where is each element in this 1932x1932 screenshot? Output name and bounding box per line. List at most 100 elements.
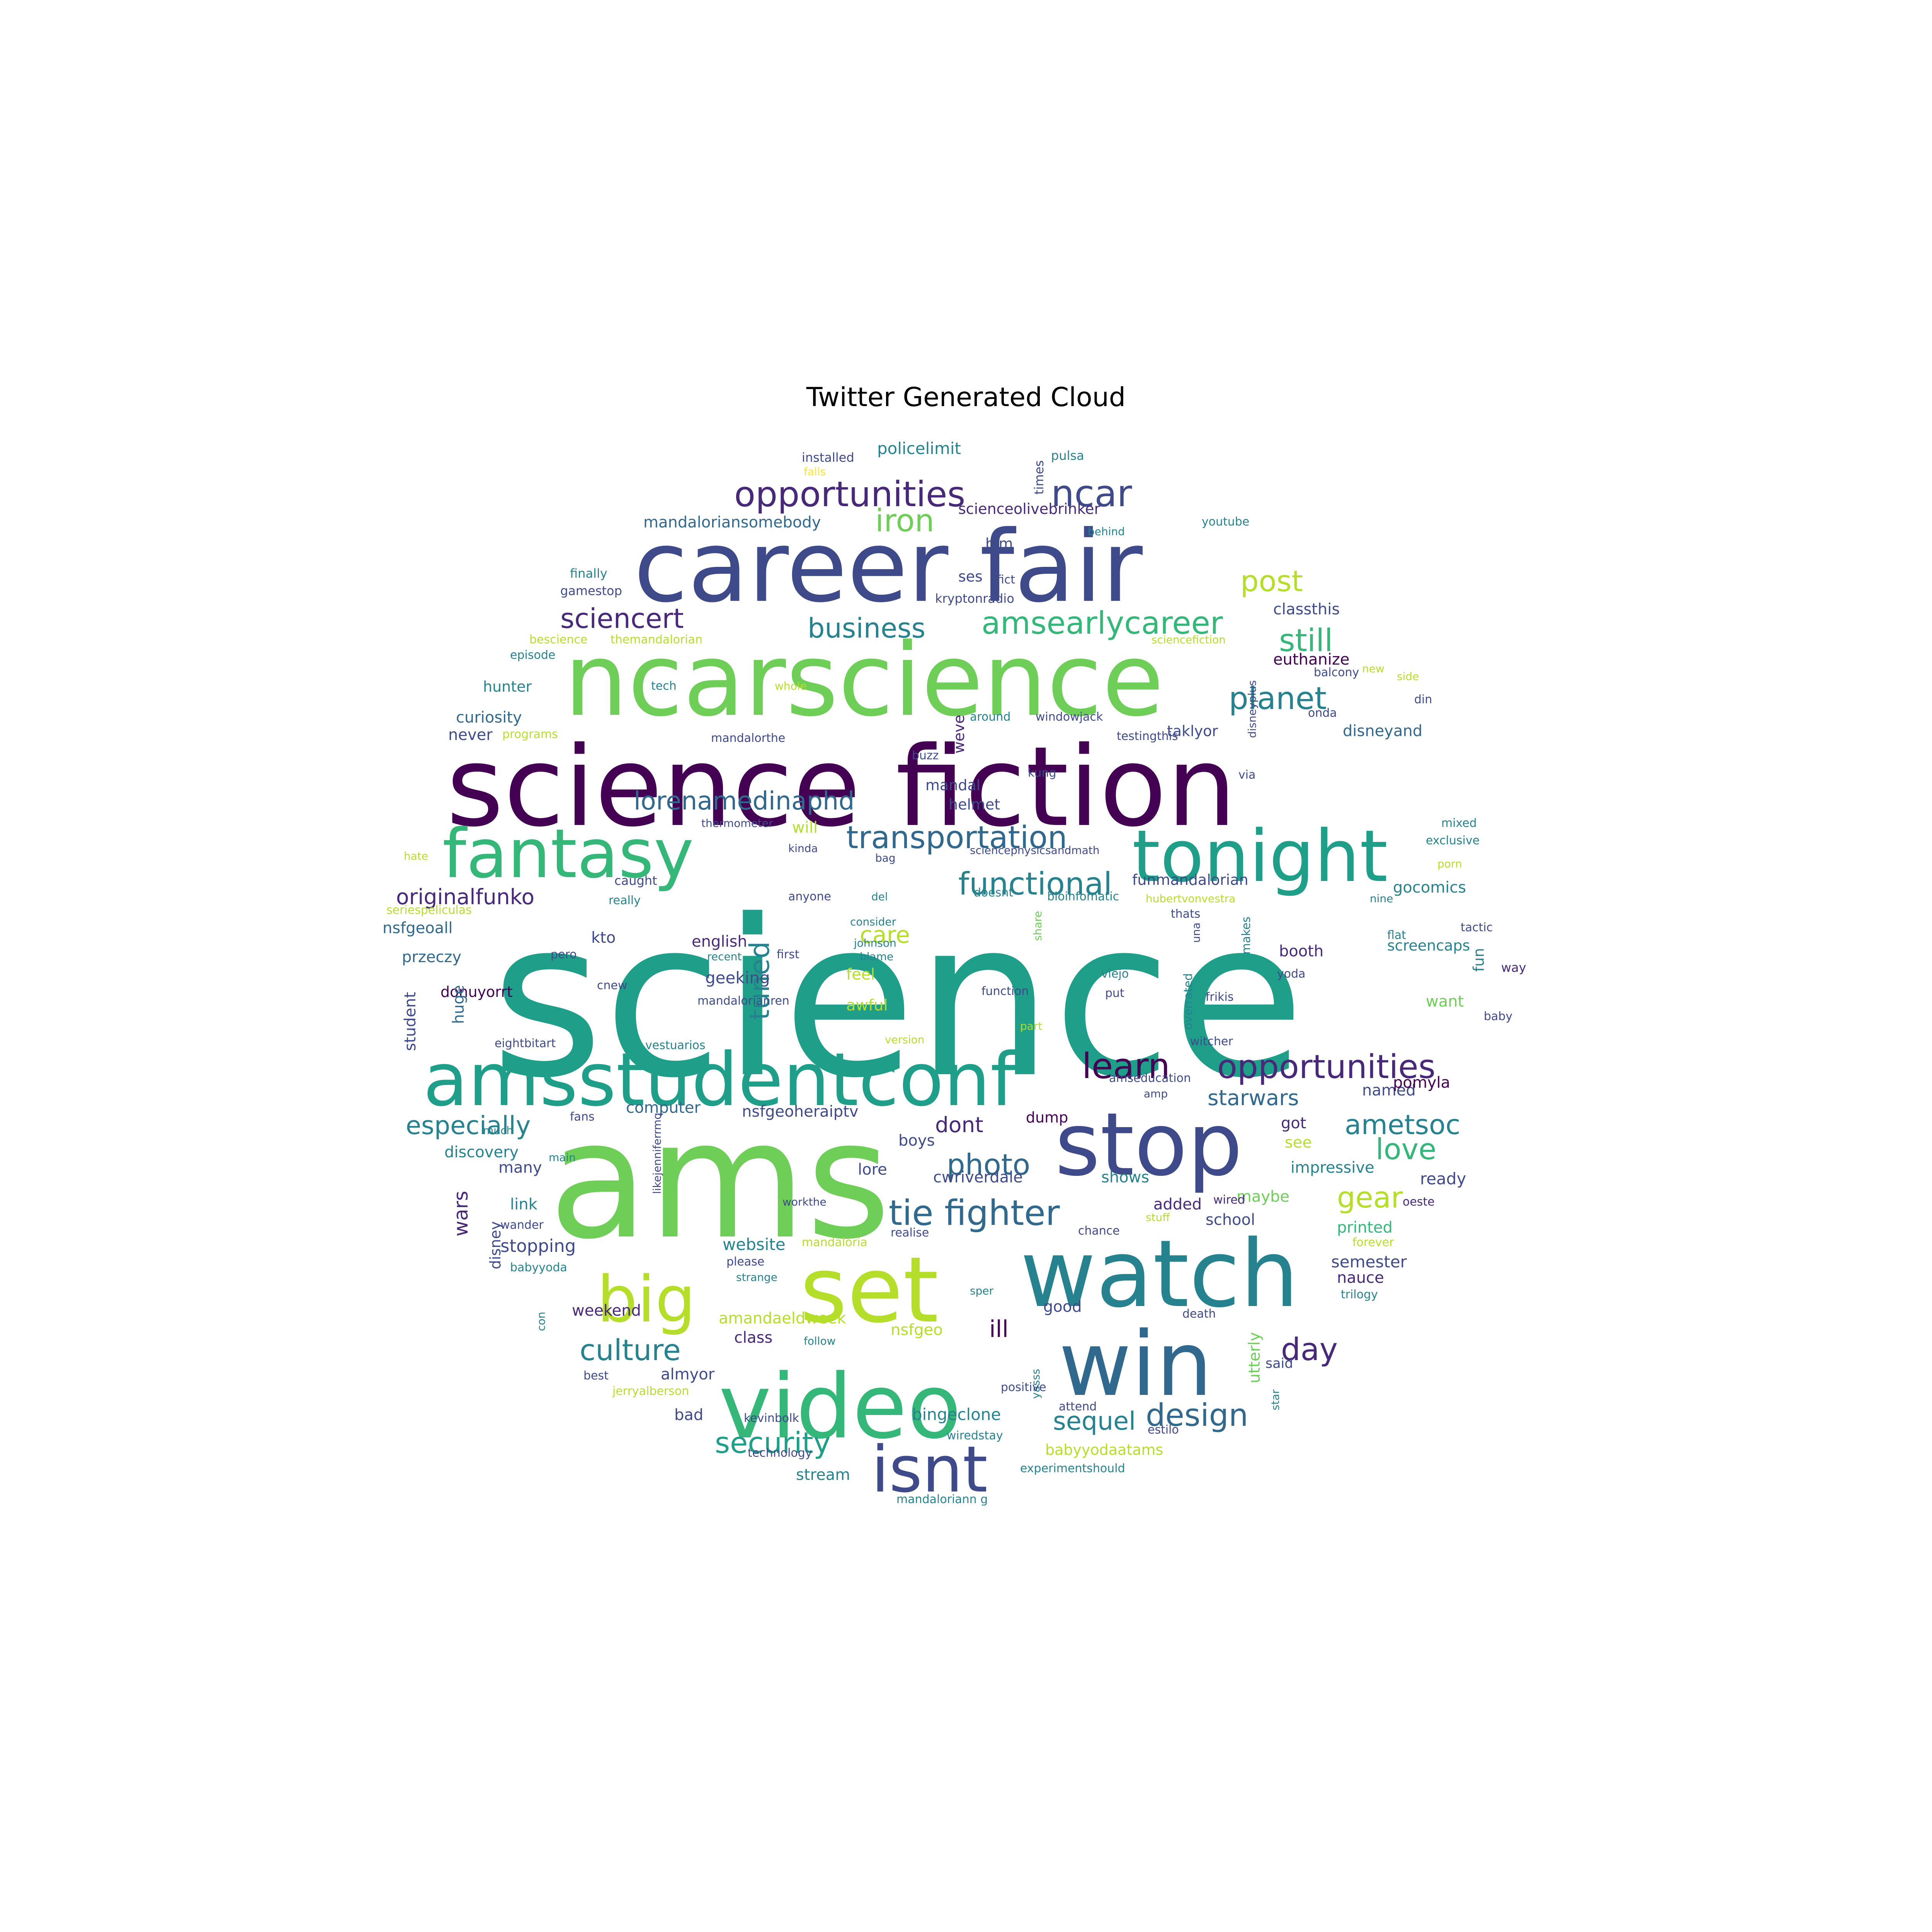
word-178: yoda <box>1277 967 1306 981</box>
word-168: recent <box>707 950 742 963</box>
word-63: gocomics <box>1393 879 1466 896</box>
word-154: del <box>871 890 888 903</box>
word-131: balcony <box>1314 666 1359 679</box>
word-59: will <box>792 819 818 837</box>
word-135: onda <box>1308 706 1337 720</box>
word-160: nine <box>1370 892 1393 905</box>
word-140: programs <box>502 728 558 741</box>
word-28: security <box>715 1426 830 1460</box>
word-127: episode <box>510 648 555 662</box>
word-25: photo <box>947 1148 1030 1182</box>
word-86: dump <box>1026 1109 1068 1126</box>
word-56: never <box>448 726 493 744</box>
word-179: mandalorianren <box>697 994 789 1008</box>
word-134: din <box>1414 693 1432 706</box>
word-206: please <box>726 1255 764 1269</box>
word-214: yasss <box>1029 1369 1042 1399</box>
word-51: ses <box>958 568 983 585</box>
word-85: boys <box>898 1132 935 1150</box>
word-58: helmet <box>949 796 1000 813</box>
word-191: amp <box>1144 1087 1168 1100</box>
word-84: many <box>498 1159 542 1177</box>
word-50: blm <box>985 535 1013 552</box>
word-197: wired <box>1213 1193 1245 1207</box>
word-170: johnson <box>854 937 896 949</box>
word-176: cnew <box>597 979 628 992</box>
chart-title: Twitter Generated Cloud <box>806 382 1126 413</box>
word-161: seriespeliculas <box>386 903 472 917</box>
word-132: new <box>1362 662 1384 675</box>
word-219: kevinbolk <box>744 1412 799 1425</box>
word-105: nsfgeo <box>891 1321 943 1339</box>
word-136: weve <box>951 715 968 753</box>
word-79: named <box>1362 1082 1416 1099</box>
word-190: amseducation <box>1109 1071 1191 1085</box>
word-70: awful <box>846 997 888 1014</box>
word-99: website <box>723 1235 786 1254</box>
word-174: fun <box>1470 948 1487 972</box>
word-217: star <box>1269 1389 1282 1410</box>
word-180: function <box>981 985 1029 998</box>
word-34: sciencert <box>560 603 684 634</box>
word-0: science <box>491 874 1305 1126</box>
word-115: falls <box>804 465 826 478</box>
word-67: przeczy <box>402 948 461 966</box>
word-76: student <box>401 992 419 1051</box>
word-15: opportunities <box>734 474 965 515</box>
word-4: career fair <box>634 510 1143 624</box>
word-24: design <box>1146 1397 1248 1433</box>
word-89: shows <box>1101 1168 1149 1186</box>
word-98: stopping <box>500 1236 576 1256</box>
word-223: experimentshould <box>1020 1462 1125 1475</box>
word-77: computer <box>626 1099 701 1117</box>
word-172: makes <box>1240 917 1253 954</box>
word-53: euthanize <box>1273 651 1350 668</box>
word-222: technology <box>748 1446 812 1460</box>
word-167: pero <box>551 948 577 961</box>
word-145: thermometer <box>701 817 773 830</box>
word-27: culture <box>580 1333 681 1367</box>
word-101: nauce <box>1337 1269 1384 1287</box>
word-39: gear <box>1337 1180 1403 1214</box>
word-185: version <box>885 1033 925 1046</box>
word-41: originalfunko <box>396 884 534 909</box>
word-18: opportunities <box>1217 1048 1435 1086</box>
word-198: stuff <box>1146 1211 1170 1224</box>
word-30: still <box>1279 622 1333 658</box>
word-182: frikis <box>1206 990 1234 1004</box>
word-14: isnt <box>871 1432 988 1507</box>
word-94: added <box>1153 1196 1202 1213</box>
word-13: big <box>597 1262 696 1337</box>
word-73: want <box>1426 993 1464 1010</box>
word-159: really <box>609 894 641 907</box>
word-122: fict <box>997 573 1015 587</box>
word-16: ncar <box>1051 473 1133 515</box>
word-118: youtube <box>1202 515 1249 529</box>
word-91: ready <box>1420 1169 1466 1188</box>
word-21: transportation <box>846 820 1067 855</box>
word-82: see <box>1285 1134 1312 1151</box>
word-150: exclusive <box>1426 834 1480 847</box>
word-144: via <box>1238 768 1255 782</box>
word-81: got <box>1281 1114 1306 1132</box>
word-47: policelimit <box>877 439 961 458</box>
word-133: side <box>1397 670 1419 683</box>
word-22: functional <box>958 866 1112 902</box>
word-106: class <box>734 1329 772 1347</box>
word-125: themandalorian <box>611 633 702 646</box>
word-139: testingthis <box>1117 730 1178 743</box>
word-62: funmandalorian <box>1132 871 1248 888</box>
word-12: fantasy <box>442 815 694 893</box>
word-29: planet <box>1229 680 1327 716</box>
word-42: care <box>860 922 910 949</box>
word-92: link <box>510 1196 538 1213</box>
word-215: positive <box>1001 1381 1046 1394</box>
word-49: scienceolivebrinker <box>958 500 1100 517</box>
word-175: way <box>1501 960 1526 975</box>
word-104: amandaeldweek <box>719 1310 846 1327</box>
word-166: tactic <box>1461 921 1493 934</box>
word-26: day <box>1281 1332 1338 1367</box>
word-129: whole <box>775 680 807 692</box>
word-155: doesnt <box>974 886 1013 900</box>
word-187: vestuarios <box>645 1039 706 1052</box>
